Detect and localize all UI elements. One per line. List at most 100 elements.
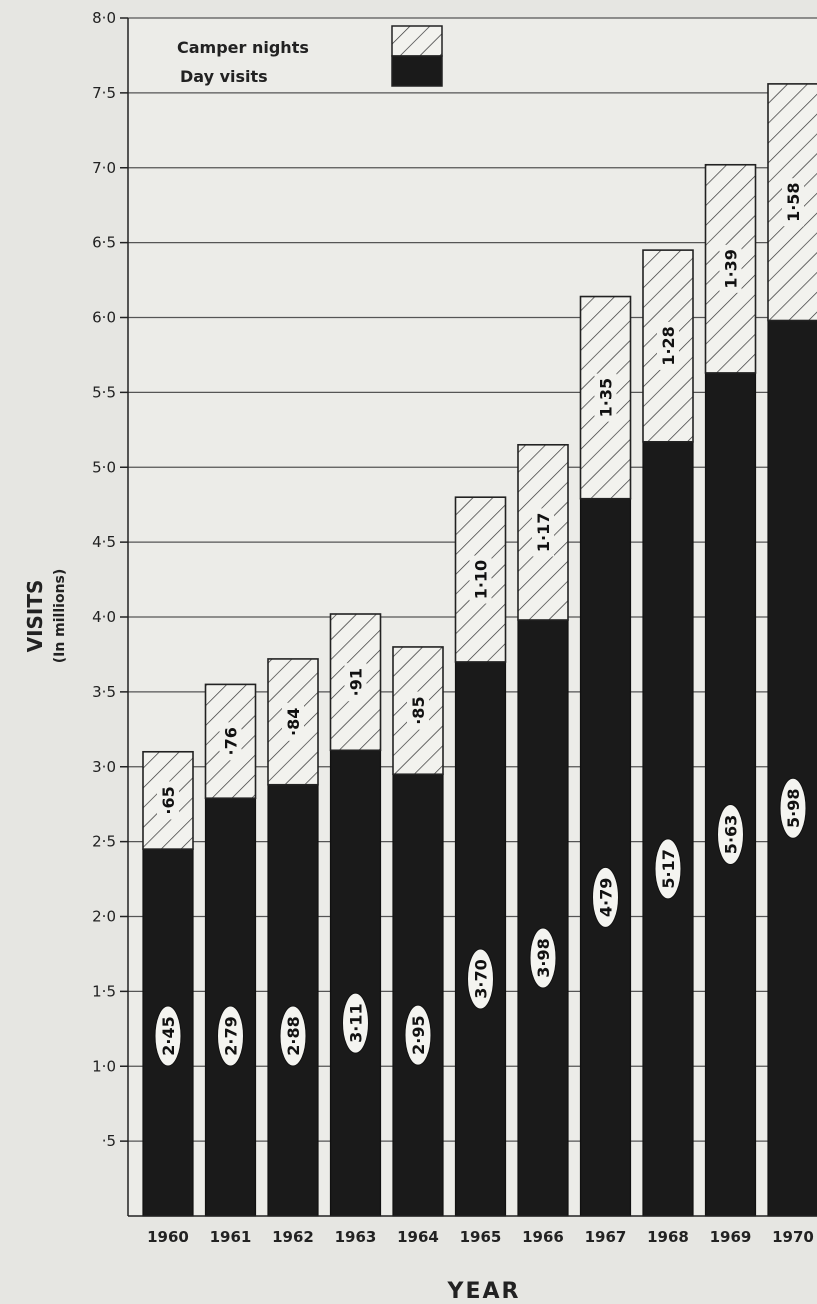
x-axis-title: YEAR <box>447 1279 521 1304</box>
data-label-bg <box>219 722 242 761</box>
data-label-bg <box>282 702 304 741</box>
y-tick-label: 8·0 <box>92 9 116 27</box>
data-label-oval <box>154 1005 182 1067</box>
data-label-camper-nights-1964: ·85 <box>407 691 429 730</box>
data-label-text: 5·63 <box>722 815 741 854</box>
data-label-text: 3·70 <box>472 959 491 998</box>
data-label-text: 1·35 <box>597 378 616 417</box>
data-label-bg <box>407 691 429 730</box>
data-label-bg <box>157 781 179 820</box>
data-label-camper-nights-1961: ·76 <box>219 722 242 761</box>
data-label-day-visits-1969: 5·63 <box>717 803 744 865</box>
x-tick-label: 1965 <box>460 1228 502 1246</box>
legend-label-day-visits: Day visits <box>180 67 268 86</box>
y-tick-label: 6·5 <box>92 234 116 252</box>
x-tick-label: 1967 <box>585 1228 627 1246</box>
data-label-text: 5·17 <box>659 849 678 888</box>
y-tick-label: 7·0 <box>92 159 116 177</box>
data-label-day-visits-1963: 3·11 <box>342 992 369 1054</box>
data-label-oval <box>717 803 744 865</box>
data-label-text: ·85 <box>409 696 428 724</box>
bar-day-visits-1966 <box>517 619 569 1217</box>
data-label-text: 3·98 <box>534 938 553 977</box>
x-tick-labels: 1960 1961 1962 1963 1964 1965 1966 1967 1968 1969… <box>147 1228 814 1246</box>
data-label-text: ·76 <box>222 727 241 755</box>
legend-label-camper-nights: Camper nights <box>177 38 309 57</box>
data-label-oval <box>279 1005 307 1067</box>
bars <box>142 83 817 1217</box>
bar-day-visits-1962 <box>267 784 319 1217</box>
data-label-text: ·65 <box>159 786 178 814</box>
data-label-bg <box>469 555 492 604</box>
data-label-text: ·84 <box>284 708 303 736</box>
data-label-text: 1·17 <box>534 513 553 552</box>
data-label-camper-nights-1960: ·65 <box>157 781 179 820</box>
data-label-oval <box>404 1004 432 1066</box>
y-tick-label: 4·5 <box>92 533 116 551</box>
data-label-day-visits-1961: 2·79 <box>217 1005 244 1067</box>
data-label-bg <box>344 663 367 702</box>
y-tick-label: 1·0 <box>92 1057 116 1075</box>
x-tick-label: 1970 <box>772 1228 814 1246</box>
bar-day-visits-1967 <box>579 498 632 1217</box>
data-label-bg <box>657 321 679 370</box>
y-tick-label: 3·5 <box>92 683 116 701</box>
data-label-text: 1·39 <box>722 249 741 288</box>
y-tick-label: 2·0 <box>92 908 116 926</box>
x-tick-label: 1968 <box>647 1228 689 1246</box>
x-tick-label: 1963 <box>335 1228 377 1246</box>
y-tick-label: 4·0 <box>92 608 116 626</box>
legend-swatch-day-visits <box>391 55 443 87</box>
data-label-camper-nights-1967: 1·35 <box>594 373 617 422</box>
bar-day-visits-1968 <box>642 441 694 1217</box>
y-tick-label: 6·0 <box>92 309 116 327</box>
data-label-text: 5·98 <box>784 789 803 828</box>
data-label-camper-nights-1966: 1·17 <box>532 508 554 557</box>
bar-day-visits-1964 <box>392 773 444 1217</box>
data-label-text: 1·28 <box>659 326 678 365</box>
data-label-day-visits-1966: 3·98 <box>529 927 557 989</box>
x-tick-label: 1964 <box>397 1228 439 1246</box>
y-tick-labels: ·5 1·0 1·5 2·0 2·5 3·0 3·5 4·0 4·5 5·0 5·5 6·0 6·5 7·… <box>92 9 116 1150</box>
bar-day-visits-1965 <box>454 661 507 1217</box>
data-label-camper-nights-1969: 1·39 <box>719 244 742 293</box>
data-label-bg <box>719 244 742 293</box>
data-label-text: 1·58 <box>784 182 803 221</box>
data-label-oval <box>467 948 494 1010</box>
data-label-day-visits-1960: 2·45 <box>154 1005 182 1067</box>
data-label-camper-nights-1968: 1·28 <box>657 321 679 370</box>
data-label-camper-nights-1965: 1·10 <box>469 555 492 604</box>
data-label-oval <box>217 1005 244 1067</box>
data-label-day-visits-1970: 5·98 <box>779 777 807 839</box>
bar-day-visits-1969 <box>704 372 757 1217</box>
data-label-day-visits-1962: 2·88 <box>279 1005 307 1067</box>
data-label-day-visits-1968: 5·17 <box>654 838 682 900</box>
y-axis-title: VISITS <box>23 580 47 653</box>
data-label-text: 2·45 <box>159 1016 178 1055</box>
data-label-bg <box>782 178 804 227</box>
data-labels: 2·45 ·65 2·79 ·76 2·88 ·84 3·11 ·91 2·95 ·85 3·70 1… <box>154 178 807 1067</box>
x-tick-label: 1969 <box>710 1228 752 1246</box>
data-label-oval <box>592 866 619 928</box>
legend: Camper nights Day visits <box>177 25 443 87</box>
y-tick-label: 3·0 <box>92 758 116 776</box>
data-label-day-visits-1967: 4·79 <box>592 866 619 928</box>
x-tick-label: 1962 <box>272 1228 314 1246</box>
y-tick-label: ·5 <box>102 1132 116 1150</box>
data-label-day-visits-1964: 2·95 <box>404 1004 432 1066</box>
x-tick-label: 1961 <box>210 1228 252 1246</box>
y-tick-label: 7·5 <box>92 84 116 102</box>
data-label-text: 4·79 <box>597 878 616 917</box>
x-tick-label: 1966 <box>522 1228 564 1246</box>
data-label-text: 1·10 <box>472 560 491 599</box>
data-label-oval <box>342 992 369 1054</box>
bar-day-visits-1963 <box>329 749 382 1217</box>
data-label-bg <box>594 373 617 422</box>
data-label-oval <box>779 777 807 839</box>
data-label-camper-nights-1963: ·91 <box>344 663 367 702</box>
data-label-bg <box>532 508 554 557</box>
bar-day-visits-1970 <box>767 319 817 1217</box>
data-label-day-visits-1965: 3·70 <box>467 948 494 1010</box>
data-label-oval <box>654 838 682 900</box>
y-tick-label: 2·5 <box>92 833 116 851</box>
